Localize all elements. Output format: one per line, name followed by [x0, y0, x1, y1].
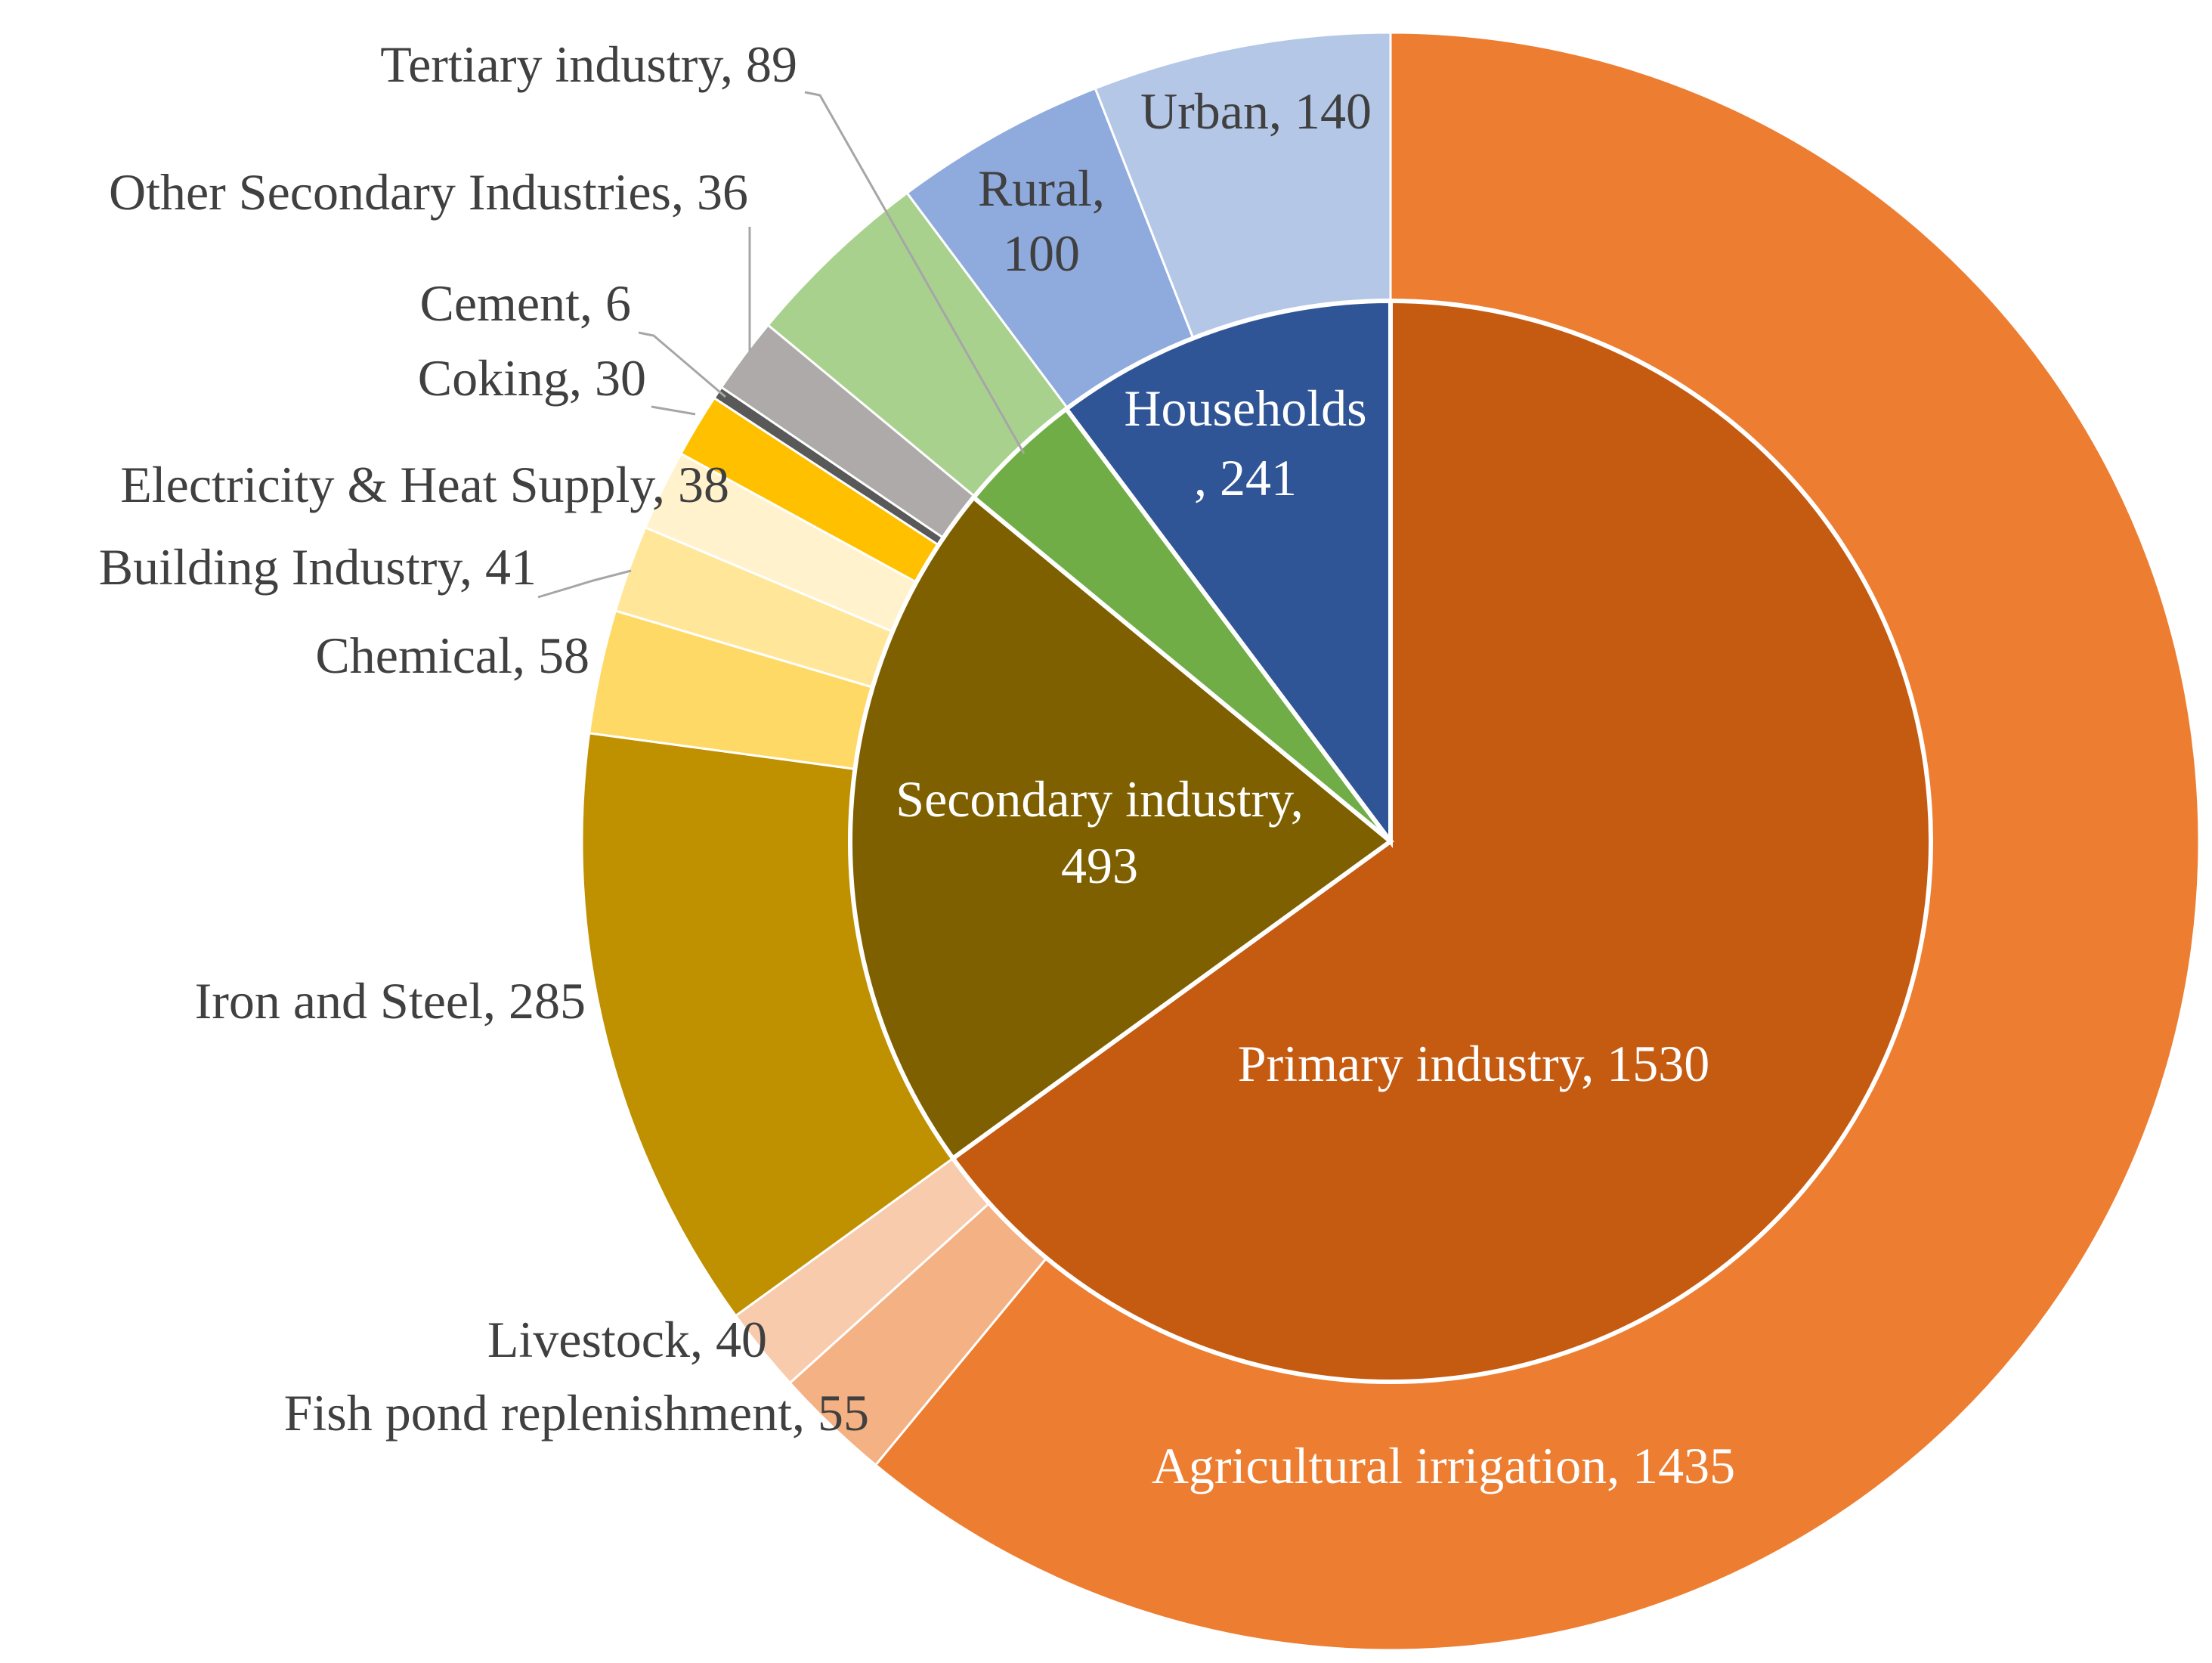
data-labels: Primary industry, 1530 Secondary industry…: [99, 36, 1735, 1494]
data-label-cement-6: Cement, 6: [419, 274, 631, 332]
data-label-electricity-heat-supply-38: Electricity & Heat Supply, 38: [120, 456, 729, 513]
leader-line-building-industry: [537, 569, 632, 599]
inner-slice-households: [1063, 298, 1393, 848]
data-label-chemical-58: Chemical, 58: [315, 627, 589, 684]
inner-slice-primary-industry: [949, 298, 1933, 1384]
data-label-tertiary-industry-89: Tertiary industry, 89: [380, 36, 797, 93]
data-label-urban-140: Urban, 140: [1140, 82, 1372, 140]
data-label-iron-and-steel-285: Iron and Steel, 285: [195, 972, 586, 1030]
data-label-building-industry-41: Building Industry, 41: [99, 538, 537, 596]
data-label-primary-industry-1530: Primary industry, 1530: [1238, 1035, 1710, 1092]
inner-slice-secondary-industry: [848, 494, 1394, 1162]
data-label-rural-100: Rural, 100: [978, 159, 1105, 282]
leader-line-coking: [651, 405, 696, 416]
data-label-households-241: Households, 241: [1124, 379, 1366, 506]
leader-line-tertiary: [804, 91, 1026, 454]
data-label-secondary-industry-493: Secondary industry, 493: [896, 770, 1303, 894]
data-label-fish-pond-replenishment-55: Fish pond replenishment, 55: [284, 1384, 869, 1442]
inner-ring: [848, 298, 1933, 1384]
leader-line-cement: [638, 331, 726, 398]
data-label-other-secondary-industries-36: Other Secondary Industries, 36: [109, 163, 748, 221]
leader-lines: [537, 91, 1026, 599]
data-label-agricultural-irrigation-1435: Agricultural irrigation, 1435: [1152, 1437, 1735, 1494]
data-label-livestock-40: Livestock, 40: [487, 1311, 767, 1368]
outer-ring: [580, 31, 2201, 1652]
data-label-coking-30: Coking, 30: [418, 349, 646, 407]
